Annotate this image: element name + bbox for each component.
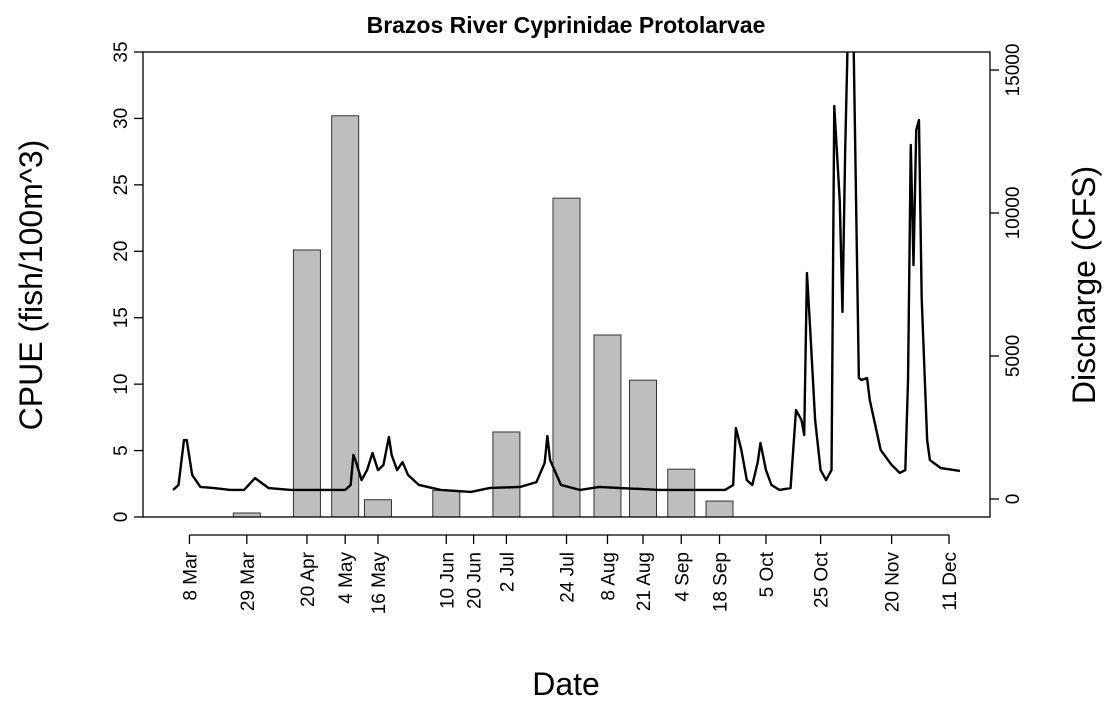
y-tick-label: 20 [111, 241, 132, 262]
plot-frame [142, 51, 991, 518]
y-tick-label: 5 [111, 445, 132, 456]
x-tick-label: 16 May [369, 552, 390, 615]
x-tick-label: 20 Jun [465, 552, 486, 609]
bar [667, 468, 696, 517]
x-axis-label: Date [532, 666, 600, 701]
x-tick-label: 4 Sep [672, 552, 693, 602]
x-tick-label: 2 Jul [497, 552, 518, 592]
chart-title: Brazos River Cyprinidae Protolarvae [367, 12, 766, 38]
x-tick-label: 20 Apr [298, 551, 319, 607]
x-tick-label: 11 Dec [940, 552, 961, 611]
x-tick-label: 18 Sep [711, 552, 732, 612]
x-tick-label: 5 Oct [757, 551, 778, 597]
bar [552, 197, 581, 517]
x-tick-label: 10 Jun [437, 552, 458, 609]
bar [292, 249, 321, 517]
bar [432, 489, 461, 517]
bar [705, 500, 734, 517]
y-tick-label: 10 [111, 374, 132, 395]
x-tick-label: 4 May [336, 552, 357, 604]
y-tick-label: 35 [111, 41, 132, 62]
y2-axis-label: Discharge (CFS) [1066, 166, 1102, 404]
discharge-line [172, 52, 961, 494]
x-tick-label: 24 Jul [558, 552, 579, 603]
x-tick-label: 20 Nov [883, 552, 904, 613]
y-tick-label: 15 [111, 307, 132, 328]
bar [492, 431, 521, 517]
y-tick-label: 0 [111, 512, 132, 523]
y-tick-label: 30 [111, 108, 132, 129]
bar [331, 115, 360, 517]
x-tick-label: 29 Mar [238, 551, 259, 611]
y2-tick-label: 15000 [1003, 44, 1024, 97]
bar [629, 379, 658, 517]
x-tick-label: 8 Mar [180, 551, 201, 600]
x-tick-label: 25 Oct [812, 551, 833, 608]
y2-tick-label: 10000 [1003, 187, 1024, 240]
series-group [172, 52, 961, 517]
y-axis-label: CPUE (fish/100m^3) [13, 140, 49, 431]
x-tick-label: 21 Aug [634, 552, 655, 611]
bar [363, 499, 392, 517]
bar [593, 334, 622, 517]
x-tick-label: 8 Aug [598, 552, 619, 601]
y2-tick-label: 0 [1003, 494, 1024, 505]
y-tick-label: 25 [111, 174, 132, 195]
y2-tick-label: 5000 [1003, 335, 1024, 377]
